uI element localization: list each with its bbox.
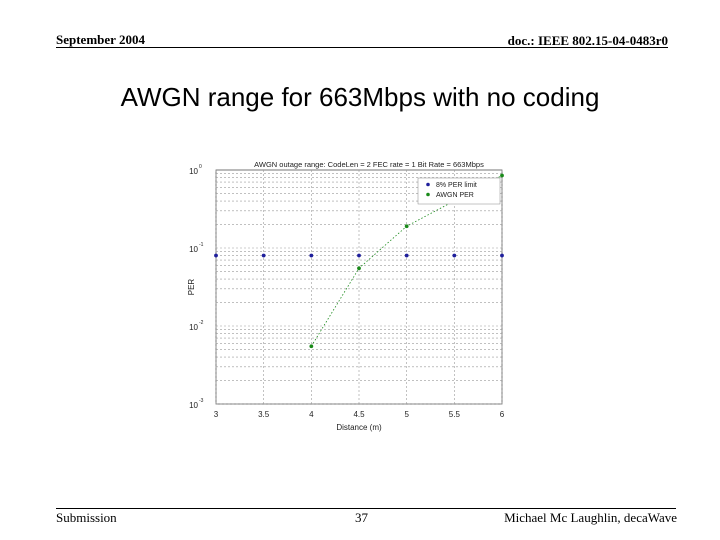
legend-label: 8% PER limit xyxy=(436,182,477,189)
slide-title: AWGN range for 663Mbps with no coding xyxy=(0,82,720,113)
series-line-awgn-per xyxy=(310,175,503,347)
x-tick-label: 4.5 xyxy=(353,410,365,419)
x-tick-label: 5.5 xyxy=(449,410,461,419)
chart-title: AWGN outage range: CodeLen = 2 FEC rate … xyxy=(254,160,484,169)
footer-submission: Submission xyxy=(56,510,117,525)
awgn-per-point xyxy=(357,266,361,271)
per-limit-point xyxy=(309,253,314,258)
y-axis-label: PER xyxy=(187,279,196,296)
legend-box xyxy=(417,177,501,205)
y-tick-exponent: -3 xyxy=(199,398,204,404)
y-tick-exponent: 0 xyxy=(199,164,202,170)
y-tick-label: 10 xyxy=(189,245,198,254)
legend-label: AWGN PER xyxy=(436,192,474,199)
header-divider xyxy=(56,47,668,48)
per-limit-point xyxy=(261,253,266,258)
x-tick-label: 3.5 xyxy=(258,410,270,419)
y-tick-exponent: -2 xyxy=(199,320,204,326)
per-limit-point xyxy=(452,253,457,258)
awgn-per-point xyxy=(309,344,314,349)
y-tick-label: 10 xyxy=(189,167,198,176)
footer-page-number: 37 xyxy=(355,510,368,525)
legend-marker xyxy=(426,192,430,197)
per-limit-point xyxy=(214,253,218,258)
x-tick-label: 6 xyxy=(500,410,505,419)
per-limit-point xyxy=(404,253,409,258)
x-tick-label: 3 xyxy=(214,410,219,419)
x-tick-label: 5 xyxy=(404,410,409,419)
header-date: September 2004 xyxy=(56,32,145,47)
x-axis-label: Distance (m) xyxy=(336,423,382,432)
footer-divider xyxy=(56,508,676,509)
slide-title-text: AWGN range for 663Mbps with no coding xyxy=(120,82,600,112)
awgn-per-point xyxy=(500,173,504,178)
per-limit-point xyxy=(357,253,361,258)
footer-author: Michael Mc Laughlin, decaWave xyxy=(504,510,677,525)
per-limit-point xyxy=(500,253,504,258)
y-tick-exponent: -1 xyxy=(199,242,204,248)
y-tick-label: 10 xyxy=(189,401,198,410)
legend-marker xyxy=(426,182,430,187)
x-tick-label: 4 xyxy=(309,410,314,419)
awgn-per-point xyxy=(404,224,409,229)
header-doc-id: doc.: IEEE 802.15-04-0483r0 xyxy=(507,33,668,48)
y-tick-label: 10 xyxy=(189,323,198,332)
